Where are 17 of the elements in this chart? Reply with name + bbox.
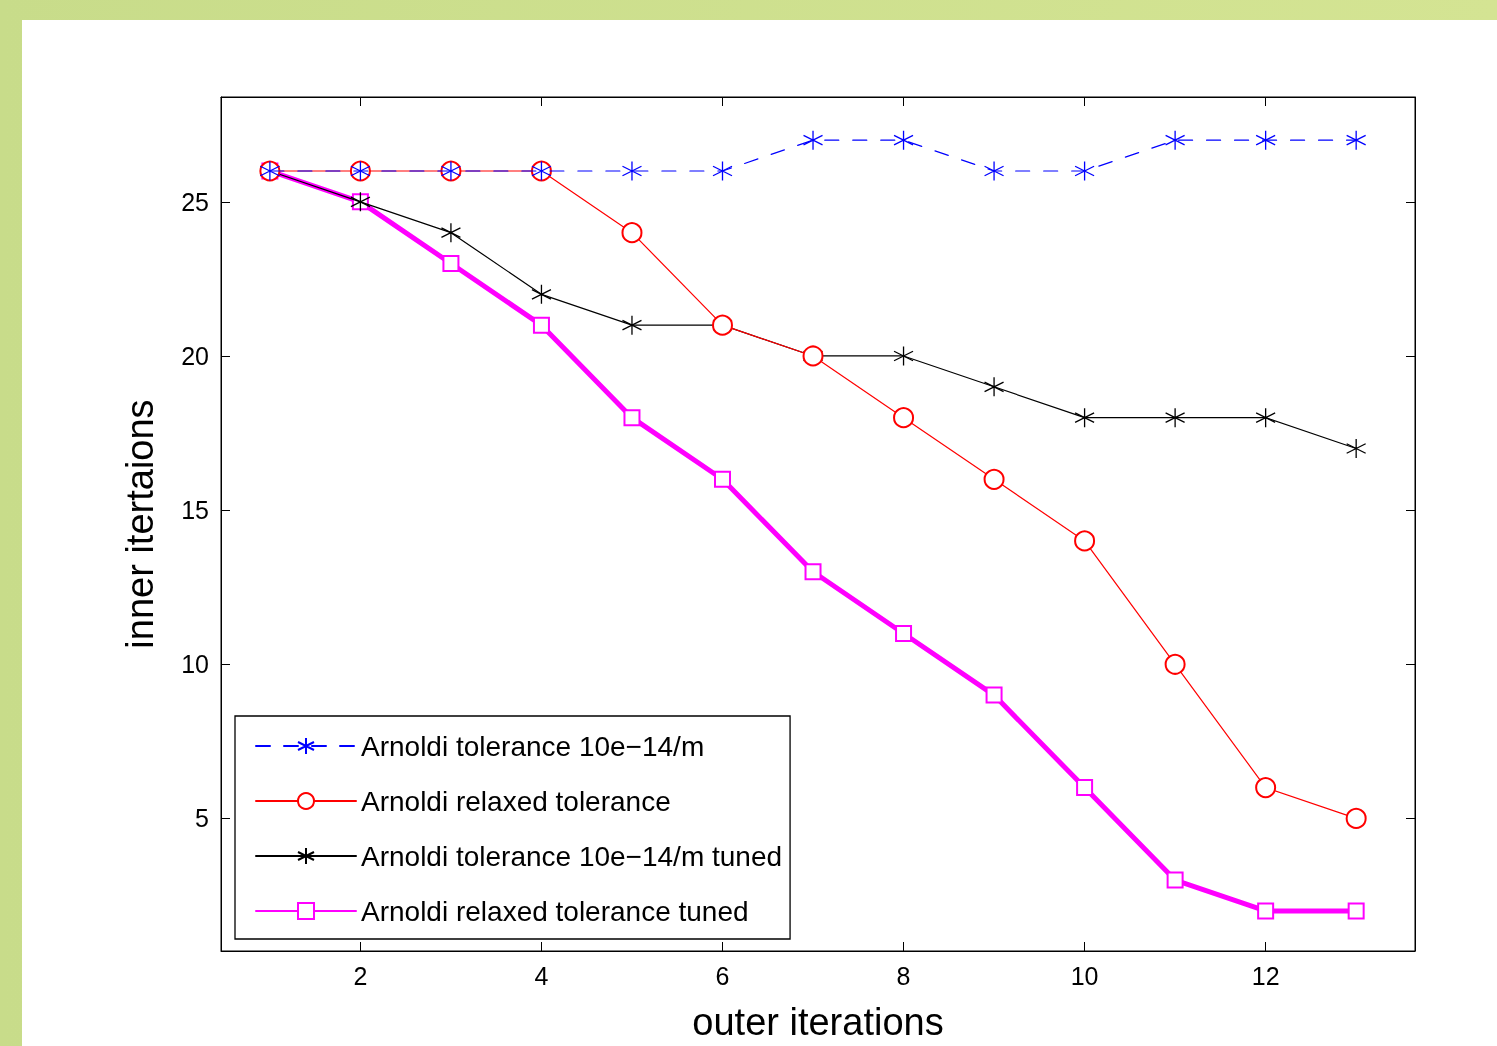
x-tick-label: 4 (534, 961, 549, 990)
y-tick-label: 15 (181, 496, 209, 525)
legend-label: Arnoldi tolerance 10e−14/m tuned (361, 840, 783, 872)
y-tick-label: 20 (181, 341, 209, 370)
x-axis-title: outer iterations (692, 1001, 944, 1043)
x-tick-label: 2 (353, 961, 368, 990)
x-tick-label: 6 (715, 961, 730, 990)
y-axis-title: inner itertaions (119, 399, 161, 649)
y-tick-label: 25 (181, 187, 209, 216)
y-tick-label: 5 (195, 804, 209, 833)
x-tick-label: 10 (1070, 961, 1099, 990)
y-tick-label: 10 (181, 650, 209, 679)
legend-label: Arnoldi tolerance 10e−14/m (361, 730, 705, 762)
x-tick-label: 8 (896, 961, 911, 990)
x-tick-label: 12 (1251, 961, 1280, 990)
legend-label: Arnoldi relaxed tolerance (361, 785, 671, 817)
legend-label: Arnoldi relaxed tolerance tuned (361, 895, 749, 927)
